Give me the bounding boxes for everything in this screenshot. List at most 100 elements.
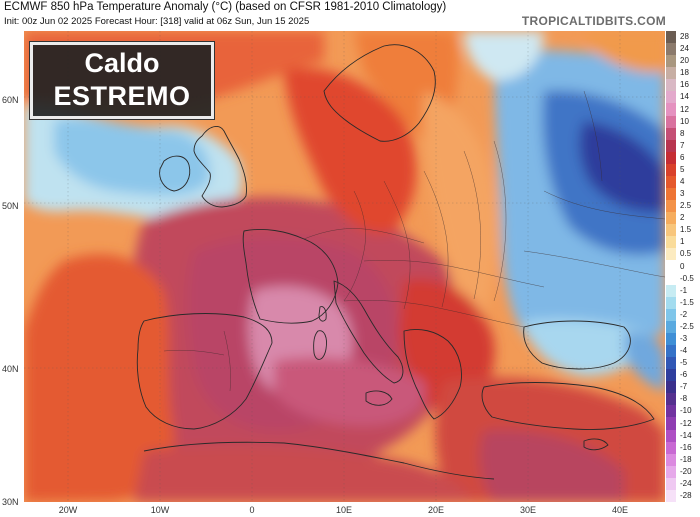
colorbar-swatch <box>666 115 676 129</box>
colorbar-tick-label: 5 <box>680 164 685 174</box>
colorbar <box>666 31 676 503</box>
colorbar-swatch <box>666 345 676 358</box>
colorbar-tick-label: -12 <box>680 418 692 428</box>
colorbar-tick-label: -7 <box>680 382 688 392</box>
colorbar-tick-label: -4 <box>680 346 688 356</box>
colorbar-swatch <box>666 67 676 80</box>
extreme-heat-badge: Caldo ESTREMO <box>30 42 214 119</box>
colorbar-tick-label: -1.5 <box>680 297 694 307</box>
colorbar-tick-label: -5 <box>680 358 688 368</box>
colorbar-tick-label: -14 <box>680 430 692 440</box>
colorbar-swatch <box>666 332 676 346</box>
colorbar-swatch <box>666 272 676 286</box>
colorbar-swatch <box>666 429 676 443</box>
colorbar-swatch <box>666 393 676 406</box>
colorbar-tick-label: -1 <box>680 285 688 295</box>
colorbar-tick-label: 16 <box>680 80 689 90</box>
colorbar-swatch <box>666 441 676 455</box>
colorbar-tick-label: -24 <box>680 478 692 488</box>
colorbar-swatch <box>666 308 676 322</box>
colorbar-swatch <box>666 212 676 225</box>
colorbar-tick-label: -16 <box>680 442 692 452</box>
colorbar-swatch <box>666 139 676 153</box>
colorbar-tick-label: 12 <box>680 104 689 114</box>
colorbar-swatch <box>666 127 676 141</box>
coastlines <box>136 44 655 480</box>
colorbar-swatch <box>666 236 676 249</box>
colorbar-tick-label: -2 <box>680 309 688 319</box>
map-canvas <box>24 31 665 502</box>
colorbar-swatch <box>666 284 676 298</box>
colorbar-swatch <box>666 31 676 44</box>
colorbar-swatch <box>666 381 676 394</box>
colorbar-tick-label: 24 <box>680 44 689 54</box>
colorbar-swatch <box>666 175 676 189</box>
lat-label: 30N <box>2 497 19 507</box>
colorbar-swatch <box>666 55 676 68</box>
colorbar-tick-label: 6 <box>680 152 685 162</box>
colorbar-swatch <box>666 43 676 56</box>
lon-label: 20E <box>427 505 445 515</box>
colorbar-swatch <box>666 260 676 274</box>
badge-line-1: Caldo <box>84 48 160 78</box>
lat-label: 50N <box>2 201 19 211</box>
colorbar-swatch <box>666 320 676 334</box>
colorbar-swatch <box>666 489 676 503</box>
colorbar-tick-label: 2.5 <box>680 201 692 211</box>
lon-label: 10E <box>335 505 353 515</box>
lon-label: 10W <box>150 505 170 515</box>
colorbar-tick-label: -6 <box>680 370 688 380</box>
lon-label: 30E <box>519 505 537 515</box>
map-title: ECMWF 850 hPa Temperature Anomaly (°C) (… <box>4 1 447 13</box>
colorbar-swatch <box>666 163 676 177</box>
lon-label: 20W <box>58 505 78 515</box>
colorbar-tick-label: 3 <box>680 189 685 199</box>
brand-watermark: TROPICALTIDBITS.COM <box>521 14 666 28</box>
lon-label: 0 <box>249 505 255 515</box>
colorbar-swatch <box>666 417 676 431</box>
colorbar-swatch <box>666 188 676 201</box>
colorbar-swatch <box>666 151 676 165</box>
lon-label: 40E <box>611 505 629 515</box>
lat-label: 40N <box>2 364 19 374</box>
colorbar-tick-label: 2 <box>680 213 685 223</box>
colorbar-swatch <box>666 224 676 237</box>
colorbar-tick-label: 18 <box>680 68 689 78</box>
colorbar-tick-label: 1 <box>680 237 685 247</box>
colorbar-swatch <box>666 296 676 310</box>
colorbar-swatch <box>666 79 676 92</box>
map-subtitle: Init: 00z Jun 02 2025 Forecast Hour: [31… <box>4 16 310 27</box>
colorbar-tick-label: 20 <box>680 56 689 66</box>
colorbar-tick-label: -18 <box>680 454 692 464</box>
temperature-anomaly-map <box>24 31 665 502</box>
colorbar-swatch <box>666 453 676 467</box>
colorbar-swatch <box>666 477 676 491</box>
colorbar-tick-label: -8 <box>680 394 688 404</box>
colorbar-swatch <box>666 200 676 213</box>
colorbar-tick-label: -28 <box>680 490 692 500</box>
colorbar-tick-label: 1.5 <box>680 225 692 235</box>
colorbar-tick-label: -0.5 <box>680 273 694 283</box>
colorbar-tick-label: 0.5 <box>680 249 692 259</box>
colorbar-swatch <box>666 357 676 370</box>
lat-label: 60N <box>2 95 19 105</box>
graticule <box>24 31 665 502</box>
colorbar-tick-label: 10 <box>680 116 689 126</box>
colorbar-swatch <box>666 91 676 104</box>
colorbar-swatch <box>666 405 676 418</box>
colorbar-tick-label: 7 <box>680 140 685 150</box>
colorbar-tick-label: 28 <box>680 32 689 42</box>
colorbar-tick-label: 0 <box>680 261 685 271</box>
colorbar-tick-label: -3 <box>680 333 688 343</box>
colorbar-swatch <box>666 103 676 117</box>
badge-line-2: ESTREMO <box>53 81 191 111</box>
colorbar-swatch <box>666 465 676 479</box>
colorbar-tick-label: -20 <box>680 466 692 476</box>
colorbar-tick-label: 14 <box>680 92 689 102</box>
colorbar-tick-label: 4 <box>680 176 685 186</box>
colorbar-swatch <box>666 369 676 382</box>
colorbar-swatch <box>666 248 676 261</box>
colorbar-tick-label: -10 <box>680 406 692 416</box>
colorbar-tick-label: -2.5 <box>680 321 694 331</box>
